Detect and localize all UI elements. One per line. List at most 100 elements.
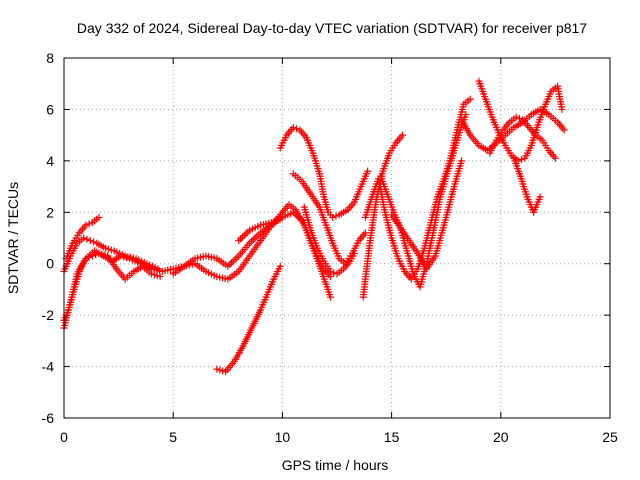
y-tick-labels: -6 -4 -2 0 2 4 6 8 xyxy=(42,50,55,426)
data-point xyxy=(169,264,186,278)
data-point xyxy=(246,222,262,234)
data-point xyxy=(512,113,523,122)
series-arc4 xyxy=(60,249,164,324)
data-point xyxy=(77,257,88,270)
data-point xyxy=(213,365,227,375)
data-point xyxy=(75,223,88,237)
data-point xyxy=(88,215,101,227)
data-point xyxy=(545,147,558,160)
data-point xyxy=(322,221,336,245)
x-axis-label: GPS time / hours xyxy=(282,457,389,473)
data-point xyxy=(466,95,474,103)
series-arc3 xyxy=(62,213,103,263)
x-tick-labels: 0 5 10 15 20 25 xyxy=(60,429,618,445)
data-point xyxy=(235,254,252,275)
data-point xyxy=(296,126,309,140)
series-arc7 xyxy=(213,262,284,376)
data-points xyxy=(60,77,568,376)
data-point xyxy=(388,211,403,230)
data-point xyxy=(510,154,524,178)
series-arc18 xyxy=(486,113,559,162)
data-point xyxy=(101,244,115,254)
data-point xyxy=(525,123,538,137)
data-point xyxy=(383,190,397,214)
data-point xyxy=(527,107,542,119)
data-point xyxy=(501,125,516,139)
data-point xyxy=(359,242,373,301)
data-point xyxy=(246,239,263,260)
data-point xyxy=(392,133,405,147)
data-point xyxy=(300,219,314,242)
data-point xyxy=(460,97,472,108)
data-point xyxy=(263,278,277,299)
data-point xyxy=(344,200,357,214)
x-tick-label: 0 xyxy=(60,429,68,445)
data-point xyxy=(139,262,153,276)
series-arc2 xyxy=(60,234,162,275)
data-point xyxy=(222,359,237,376)
data-point xyxy=(346,252,357,265)
data-point xyxy=(440,190,456,229)
data-point xyxy=(73,236,85,247)
series-arc1 xyxy=(60,201,334,332)
axis-ticks xyxy=(63,57,611,419)
series-arc9 xyxy=(289,170,369,268)
data-point xyxy=(313,252,327,270)
data-point xyxy=(64,293,76,314)
data-point xyxy=(147,270,161,280)
data-point xyxy=(361,195,375,221)
data-point xyxy=(499,120,512,134)
data-point xyxy=(202,252,218,262)
data-point xyxy=(309,149,323,175)
data-point xyxy=(191,260,208,274)
data-point xyxy=(316,170,327,198)
data-point xyxy=(289,208,306,225)
data-point xyxy=(449,131,463,160)
series-arc8 xyxy=(276,123,372,221)
data-point xyxy=(80,234,91,243)
data-point xyxy=(224,254,241,270)
data-point xyxy=(62,242,76,263)
data-point xyxy=(420,221,434,252)
data-point xyxy=(554,118,566,132)
x-tick-label: 10 xyxy=(275,429,291,445)
data-point xyxy=(466,131,481,147)
data-point xyxy=(82,253,93,263)
y-tick-label: 4 xyxy=(46,153,54,169)
data-point xyxy=(560,126,568,134)
data-point xyxy=(88,251,100,260)
y-tick-label: -6 xyxy=(42,410,55,426)
data-point xyxy=(381,208,395,239)
data-point xyxy=(276,262,284,270)
y-tick-label: 0 xyxy=(46,256,54,272)
data-point xyxy=(86,237,97,246)
data-point xyxy=(399,131,407,139)
data-point xyxy=(379,152,392,175)
data-point xyxy=(457,157,465,165)
data-point xyxy=(429,198,443,237)
data-point xyxy=(313,244,327,263)
data-point xyxy=(110,247,126,259)
data-point xyxy=(361,229,369,237)
data-point xyxy=(350,249,358,257)
data-point xyxy=(278,210,295,221)
y-tick-label: 2 xyxy=(46,204,54,220)
data-point xyxy=(191,253,207,263)
data-point xyxy=(329,239,342,260)
data-point xyxy=(95,213,103,221)
data-point xyxy=(350,185,364,206)
y-tick-label: 6 xyxy=(46,101,54,117)
series-arc14 xyxy=(388,157,465,273)
data-point xyxy=(449,159,465,196)
data-point xyxy=(335,207,350,219)
y-tick-label: 8 xyxy=(46,50,54,66)
data-point xyxy=(270,265,283,283)
data-point xyxy=(112,265,127,281)
data-point xyxy=(326,293,334,301)
data-point xyxy=(289,170,304,183)
data-point xyxy=(547,84,559,95)
data-point xyxy=(132,255,148,266)
data-point xyxy=(540,90,554,111)
data-point xyxy=(329,212,340,221)
